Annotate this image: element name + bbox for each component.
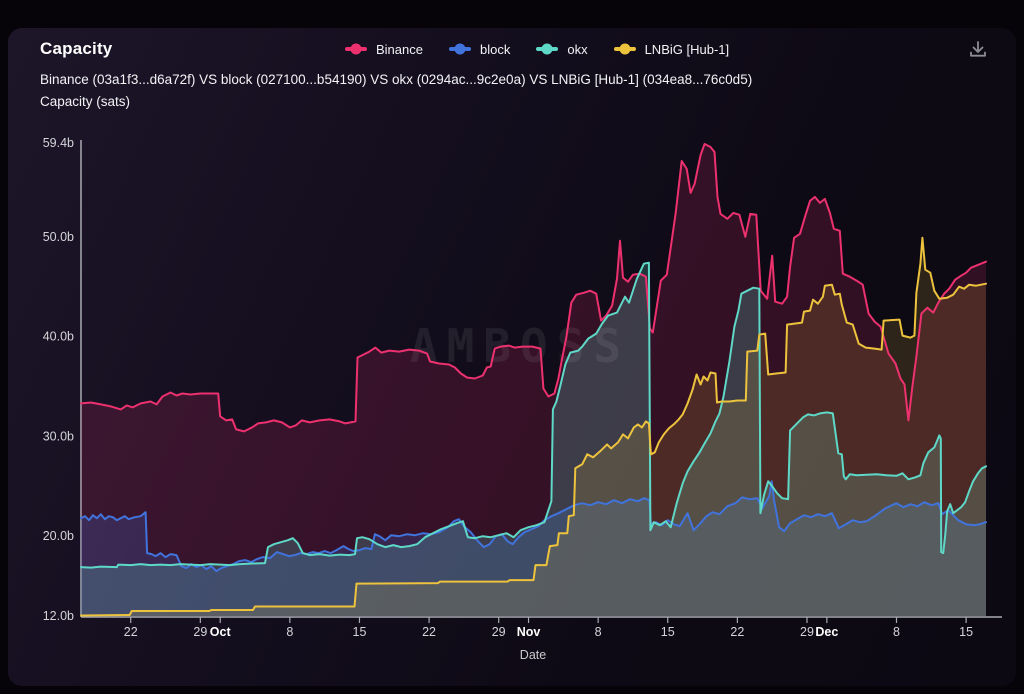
x-tick-label: 22 xyxy=(730,625,744,639)
x-tick-label: 22 xyxy=(422,625,436,639)
y-axis-title: Capacity (sats) xyxy=(40,94,131,109)
series-lines xyxy=(80,143,987,617)
legend: Binance block okx LNBiG [Hub-1] xyxy=(345,39,729,59)
x-tick-label: Dec xyxy=(815,625,838,639)
legend-dot-icon xyxy=(350,43,362,55)
y-tick-label: 50.0b xyxy=(43,230,74,244)
y-tick-label: 30.0b xyxy=(43,429,74,443)
legend-label: LNBiG [Hub-1] xyxy=(644,41,730,57)
x-tick-label: Oct xyxy=(210,625,232,639)
legend-marker-icon xyxy=(345,43,367,55)
legend-item-okx[interactable]: okx xyxy=(536,41,588,57)
x-tick-label: 15 xyxy=(353,625,367,639)
axes xyxy=(80,140,1002,623)
x-tick-label: 22 xyxy=(124,625,138,639)
x-tick-label: 8 xyxy=(286,625,293,639)
legend-dot-icon xyxy=(541,43,553,55)
legend-marker-icon xyxy=(613,43,636,55)
y-tick-label: 40.0b xyxy=(43,330,74,344)
x-axis-title: Date xyxy=(520,648,546,662)
legend-dot-icon xyxy=(454,43,466,55)
chart-card: Capacity Binance block okx LNBiG [Hub-1] Bi… xyxy=(8,28,1016,686)
x-tick-label: 29 xyxy=(800,625,814,639)
y-tick-label: 59.4b xyxy=(43,136,74,150)
x-tick-label: 29 xyxy=(193,625,207,639)
legend-label: Binance xyxy=(376,41,423,57)
page-title: Capacity xyxy=(40,39,113,58)
chart-subtitle: Binance (03a1f3...d6a72f) VS block (0271… xyxy=(40,72,753,87)
axis-tick-labels: 22 29 Oct 8 15 22 29 Nov 8 15 22 29 Dec 8 1559.4b50.0b… xyxy=(43,136,973,639)
x-tick-label: 8 xyxy=(595,625,602,639)
legend-marker-icon xyxy=(448,43,471,55)
download-icon xyxy=(970,41,986,57)
legend-label: block xyxy=(479,41,511,57)
x-tick-label: 15 xyxy=(661,625,675,639)
legend-marker-icon xyxy=(536,43,559,55)
x-tick-label: 15 xyxy=(959,625,973,639)
y-tick-label: 20.0b xyxy=(43,529,74,543)
series-areas xyxy=(81,144,986,617)
y-tick-label: 12.0b xyxy=(43,609,74,623)
legend-item-block[interactable]: block xyxy=(448,41,511,57)
x-tick-label: Nov xyxy=(517,625,541,639)
legend-dot-icon xyxy=(619,43,631,55)
legend-label: okx xyxy=(567,41,588,57)
legend-item-lnbig-hub-1[interactable]: LNBiG [Hub-1] xyxy=(613,41,730,57)
x-tick-label: 29 xyxy=(492,625,506,639)
download-button[interactable] xyxy=(964,35,994,65)
x-tick-label: 8 xyxy=(893,625,900,639)
legend-item-binance[interactable]: Binance xyxy=(345,42,423,57)
